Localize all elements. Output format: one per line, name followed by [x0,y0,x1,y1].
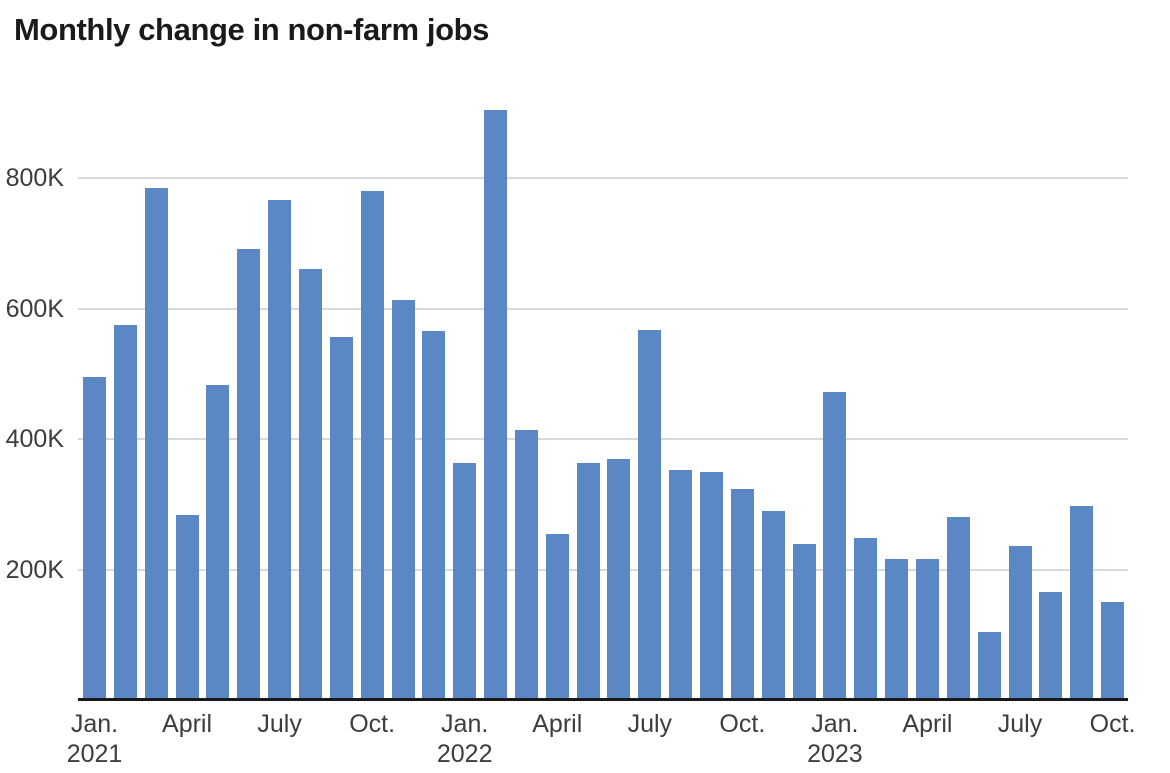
x-axis-year-label: 2021 [66,740,123,768]
y-axis-label-400k: 400K [5,425,64,454]
bar-jan-2022 [453,462,477,700]
x-axis-year-label: 2022 [436,740,493,768]
bar-april-2022 [545,534,569,700]
gridline-800k [78,177,1128,180]
x-axis-line [78,698,1128,701]
x-axis-tick-label: Oct. [307,710,437,738]
y-axis-label-200k: 200K [5,555,64,584]
bar-july-2022 [638,329,662,700]
gridline-200k [78,568,1128,571]
bar-march-2021 [144,188,168,700]
bar-dec-2021 [422,330,446,700]
x-axis-tick-label: Jan. 2021 [30,710,160,768]
x-axis-tick-label: July [215,710,345,738]
x-axis-year-label: 2023 [807,740,863,768]
bar-sept-2023 [1070,506,1094,700]
bar-june-2021 [237,249,261,700]
bar-aug-2023 [1039,592,1063,700]
x-axis-month-label: Jan. [811,710,859,738]
bar-nov-2021 [391,300,415,700]
x-axis-tick-label: April [492,710,622,738]
x-axis-month-label: April [162,710,213,738]
bar-dec-2022 [792,544,816,700]
chart-title: Monthly change in non-farm jobs [14,12,489,47]
bar-june-2022 [607,458,631,700]
bar-march-2023 [885,558,909,700]
bar-oct-2021 [360,191,384,700]
bar-aug-2022 [669,470,693,700]
x-axis-month-label: Oct. [1089,710,1136,738]
x-axis-month-label: Jan. [441,710,489,738]
bar-nov-2022 [761,510,785,700]
plot-area: 200K 400K 600K 800K Jan. 2021 April July Oct. Jan… [6,100,1135,768]
bar-may-2023 [946,516,970,700]
x-axis-month-label: Oct. [349,710,396,738]
bar-march-2022 [514,430,538,700]
bar-june-2023 [977,631,1001,700]
bar-oct-2023 [1101,602,1125,700]
x-axis-tick-label: July [585,710,715,738]
bar-feb-2021 [113,325,137,700]
x-axis-month-label: April [902,710,953,738]
x-axis-month-label: April [532,710,583,738]
x-axis-month-label: Oct. [719,710,766,738]
x-axis-month-label: July [257,710,302,738]
x-axis-tick-label: Oct. [1048,710,1170,738]
bar-feb-2022 [484,110,508,700]
x-axis-month-label: Jan. [70,710,119,738]
x-axis-tick-label: July [955,710,1085,738]
x-axis-tick-label: Jan. 2022 [400,710,530,768]
y-axis-label-800k: 800K [5,164,64,193]
gridline-600k [78,307,1128,310]
bar-may-2021 [206,385,230,700]
bar-feb-2023 [854,538,878,700]
bar-jan-2023 [823,392,847,700]
x-axis-tick-label: April [122,710,252,738]
bar-april-2023 [915,558,939,700]
bar-sept-2021 [329,337,353,700]
bar-april-2021 [175,514,199,700]
bar-sept-2022 [700,471,723,700]
bar-july-2023 [1008,546,1032,700]
bar-oct-2022 [730,488,754,700]
bar-aug-2021 [298,268,322,700]
bar-jan-2021 [83,377,106,700]
x-axis-month-label: July [997,710,1043,738]
bar-may-2022 [576,462,600,700]
bar-july-2021 [268,199,292,700]
x-axis-tick-label: Jan. 2023 [770,710,900,768]
x-axis-month-label: July [627,710,673,738]
x-axis-tick-label: Oct. [677,710,807,738]
y-axis-label-600k: 600K [5,294,64,323]
x-axis-tick-label: April [862,710,992,738]
gridline-400k [78,438,1128,441]
